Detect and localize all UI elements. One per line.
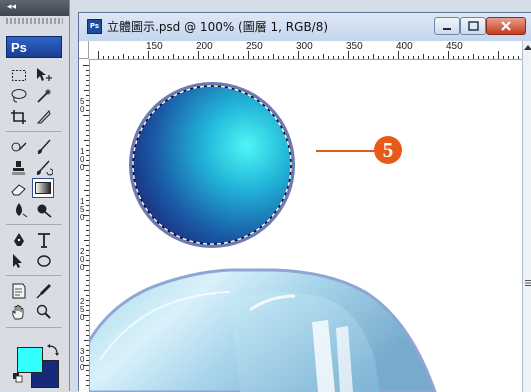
ruler-label: 300: [296, 41, 313, 52]
path-selection-icon[interactable]: [8, 251, 30, 271]
vertical-scrollbar[interactable]: [522, 41, 531, 392]
panel-grip[interactable]: [6, 18, 63, 24]
maximize-icon: [468, 21, 479, 31]
marquee-tool-icon[interactable]: [8, 65, 30, 85]
ruler-label: 0: [80, 263, 85, 272]
ruler-label: 2: [80, 297, 85, 306]
ruler-label: 2: [80, 247, 85, 256]
tools-divider: [6, 224, 62, 225]
ruler-label: 5: [80, 97, 85, 106]
ruler-label: 150: [146, 41, 163, 52]
callout-badge: 5: [374, 136, 402, 164]
eraser-tool-icon[interactable]: [8, 179, 30, 199]
default-colors-icon[interactable]: [13, 373, 23, 383]
scroll-up-icon[interactable]: [524, 44, 531, 50]
document-icon: Ps: [87, 19, 102, 34]
photoshop-logo[interactable]: Ps: [6, 36, 62, 58]
ruler-label: 5: [80, 205, 85, 214]
ruler-label: 0: [80, 355, 85, 364]
document-window: Ps 立體圖示.psd @ 100% (圖層 1, RGB/8) 150 200…: [78, 12, 531, 392]
gradient-tool-icon[interactable]: [32, 178, 54, 198]
tools-panel: ◂◂ Ps: [0, 0, 70, 391]
zoom-tool-icon[interactable]: [33, 302, 55, 322]
callout-leader-line: [316, 150, 376, 152]
notes-tool-icon[interactable]: [8, 281, 30, 301]
eyedropper-icon[interactable]: [33, 281, 55, 301]
document-title: 立體圖示.psd @ 100% (圖層 1, RGB/8): [107, 20, 329, 34]
close-button[interactable]: [486, 17, 526, 35]
ruler-label: 0: [80, 213, 85, 222]
brush-tool-icon[interactable]: [33, 137, 55, 157]
body-shape: [90, 268, 437, 392]
magic-wand-icon[interactable]: [33, 86, 55, 106]
ruler-label: 400: [396, 41, 413, 52]
document-titlebar[interactable]: Ps 立體圖示.psd @ 100% (圖層 1, RGB/8): [79, 13, 531, 41]
head-sphere: [129, 82, 295, 248]
lasso-tool-icon[interactable]: [8, 86, 30, 106]
ruler-label: 0: [80, 313, 85, 322]
move-tool-icon[interactable]: [33, 65, 55, 85]
ruler-label: 350: [346, 41, 363, 52]
ruler-label: 1: [80, 147, 85, 156]
ruler-label: 0: [80, 155, 85, 164]
tools-divider: [6, 327, 62, 328]
scroll-grip-icon[interactable]: [525, 279, 531, 287]
ruler-label: 0: [80, 105, 85, 114]
ruler-label: 3: [80, 347, 85, 356]
tools-divider: [6, 275, 62, 276]
ruler-label: 250: [246, 41, 263, 52]
swap-colors-icon[interactable]: [46, 343, 60, 357]
history-brush-icon[interactable]: [33, 158, 55, 178]
vertical-ruler[interactable]: 5 0 1 0 0 1 5 0 2 0 0 2 5 0 3 0 0: [79, 59, 90, 392]
image-canvas[interactable]: [90, 60, 522, 392]
crop-tool-icon[interactable]: [8, 107, 30, 127]
type-tool-icon[interactable]: [33, 230, 55, 250]
blur-tool-icon[interactable]: [8, 200, 30, 220]
shape-tool-icon[interactable]: [33, 251, 55, 271]
ruler-label: 0: [80, 255, 85, 264]
foreground-color-swatch[interactable]: [17, 347, 43, 373]
minimize-icon: [443, 28, 451, 30]
ruler-origin[interactable]: [79, 41, 89, 59]
tools-divider: [6, 131, 62, 132]
dodge-tool-icon[interactable]: [33, 200, 55, 220]
close-icon: [501, 21, 511, 31]
ruler-label: 5: [80, 305, 85, 314]
ruler-label: 1: [80, 197, 85, 206]
hand-tool-icon[interactable]: [8, 302, 30, 322]
collapse-panel-icon[interactable]: ◂◂: [7, 2, 17, 12]
tools-panel-header[interactable]: ◂◂: [0, 0, 69, 16]
ruler-label: 0: [80, 363, 85, 372]
maximize-button[interactable]: [460, 17, 486, 35]
minimize-button[interactable]: [434, 17, 460, 35]
slice-tool-icon[interactable]: [33, 107, 55, 127]
ruler-label: 200: [196, 41, 213, 52]
ruler-label: 0: [80, 163, 85, 172]
ruler-label: 450: [446, 41, 463, 52]
healing-brush-icon[interactable]: [8, 137, 30, 157]
callout-number: 5: [382, 138, 394, 162]
clone-stamp-icon[interactable]: [8, 158, 30, 178]
horizontal-ruler[interactable]: 150 200 250 300 350 400 450: [89, 41, 522, 60]
pen-tool-icon[interactable]: [8, 230, 30, 250]
